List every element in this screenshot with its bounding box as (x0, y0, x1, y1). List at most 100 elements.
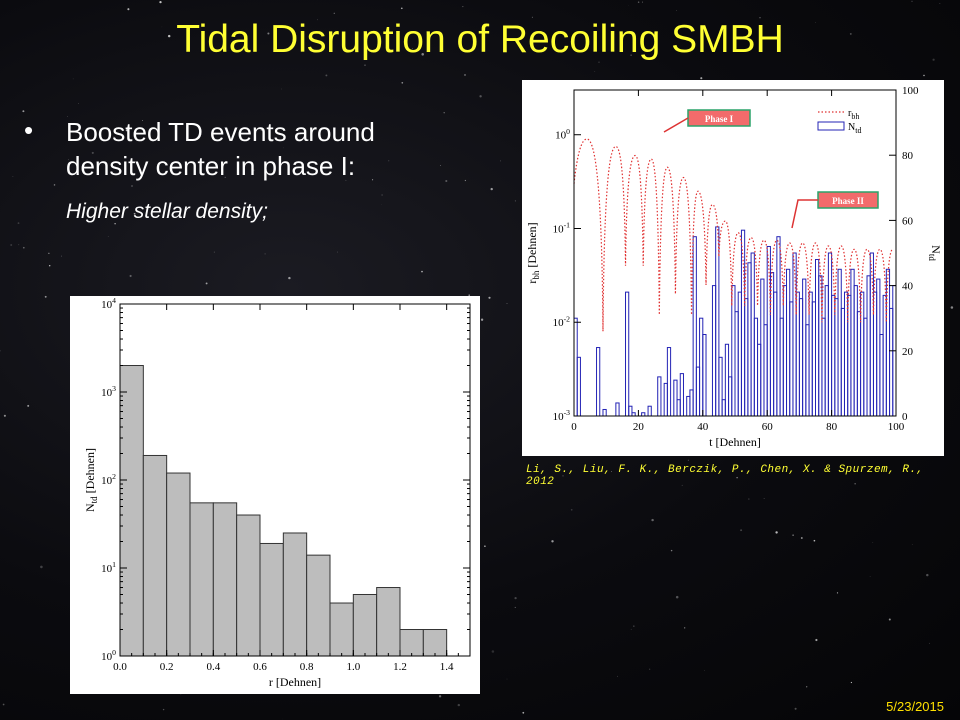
star (506, 678, 508, 680)
y-tick-label: 102 (101, 472, 116, 487)
star (400, 7, 403, 10)
histogram-bar (119, 365, 144, 657)
star (412, 48, 414, 49)
x-tick-label: 1.4 (440, 661, 454, 673)
star (617, 675, 618, 677)
star (928, 642, 930, 644)
star (78, 103, 79, 104)
y-right-tick-label: 60 (902, 215, 914, 227)
star (53, 184, 56, 186)
y-tick-label: 101 (101, 560, 116, 575)
star (388, 160, 390, 162)
star (67, 159, 69, 161)
histogram-bar (259, 542, 284, 657)
star (12, 176, 14, 177)
star (127, 8, 130, 11)
star (22, 246, 25, 249)
x-tick-label: 0.4 (206, 661, 220, 673)
ntd-bin (702, 334, 707, 417)
star (522, 711, 525, 714)
slide-date: 5/23/2015 (886, 699, 944, 714)
star (633, 625, 635, 627)
star (854, 483, 856, 485)
legend-ntd-label: Ntd (848, 122, 861, 135)
star (514, 200, 516, 202)
histogram-bar (399, 629, 424, 657)
y-right-axis-label: Ntd (927, 245, 943, 261)
x-tick-label: 20 (633, 421, 645, 433)
star (484, 545, 486, 548)
star (443, 111, 445, 114)
star (48, 252, 50, 254)
star (18, 244, 20, 246)
ntd-bin (647, 405, 652, 417)
star (462, 6, 464, 8)
star (850, 681, 853, 684)
x-tick-label: 0.2 (160, 661, 174, 673)
y-left-tick-label: 10-3 (553, 408, 571, 423)
star (2, 703, 5, 706)
star (213, 251, 215, 253)
star (681, 484, 683, 486)
plot-frame (573, 89, 897, 417)
star (939, 3, 941, 5)
slide-title: Tidal Disruption of Recoiling SMBH (176, 18, 784, 61)
star (457, 703, 461, 707)
star (421, 270, 423, 273)
star (479, 95, 482, 98)
star (594, 71, 596, 72)
star (252, 169, 255, 172)
star (125, 129, 128, 132)
star (133, 212, 136, 215)
star (488, 296, 491, 299)
star (514, 596, 517, 600)
star (372, 179, 374, 181)
phase-one-label: Phase I (705, 114, 734, 124)
star (775, 531, 778, 534)
star (950, 306, 954, 309)
histogram-bar (236, 514, 261, 657)
star (364, 64, 366, 66)
x-axis-label: t [Dehnen] (709, 435, 761, 449)
star (937, 707, 939, 709)
star (267, 32, 270, 35)
star (161, 26, 163, 28)
star (438, 695, 442, 698)
histogram-panel: 0.0 0.2 0.4 0.6 0.8 1.0 1.2 1.4 100 101 102 103 104 r… (70, 296, 480, 694)
star (806, 686, 808, 688)
y-left-tick-label: 10-1 (553, 221, 571, 236)
star (27, 404, 30, 407)
y-right-tick-label: 80 (902, 150, 914, 162)
star (473, 36, 475, 39)
histogram-bar (166, 472, 191, 657)
star (675, 10, 677, 11)
ntd-bin (615, 402, 620, 417)
star (61, 255, 62, 257)
histogram-bar (212, 502, 238, 657)
star (260, 128, 263, 132)
legend-ntd-swatch (817, 121, 845, 131)
star (551, 540, 554, 543)
x-tick-label: 100 (888, 421, 905, 433)
star (159, 0, 162, 4)
star (923, 74, 925, 77)
star (792, 534, 794, 536)
y-tick-label: 104 (101, 296, 116, 311)
star (500, 160, 501, 162)
star (630, 628, 632, 630)
star (129, 274, 132, 278)
y-left-tick-label: 100 (555, 127, 570, 142)
star (464, 179, 467, 182)
phase-two-pointer (791, 199, 818, 229)
star (531, 16, 533, 18)
histogram-bar (376, 587, 401, 657)
y-tick-label: 100 (101, 648, 116, 663)
star (345, 179, 347, 181)
histogram-bar (352, 593, 378, 657)
star (464, 74, 466, 76)
histogram-bar (422, 629, 448, 657)
histogram-bar (306, 554, 331, 657)
star (736, 476, 738, 479)
star (48, 264, 51, 267)
ntd-bin (625, 291, 630, 417)
